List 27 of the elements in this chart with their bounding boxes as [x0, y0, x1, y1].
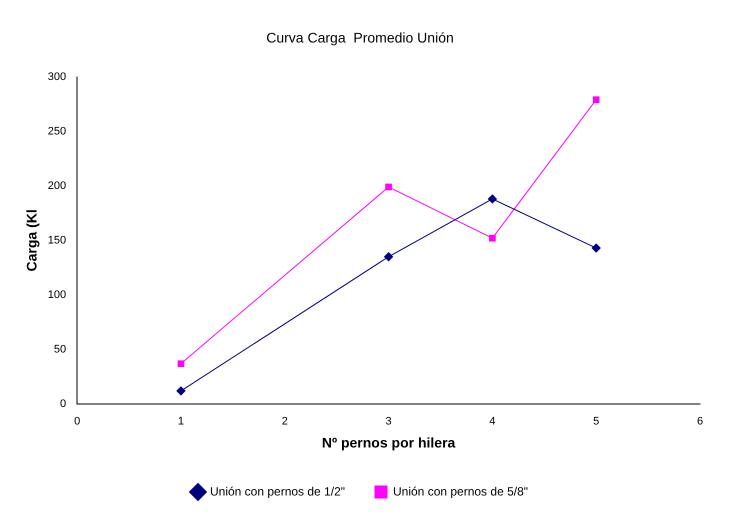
- x-tick-label: 1: [178, 416, 184, 428]
- x-axis-title: Nº pernos por hilera: [322, 434, 456, 450]
- y-tick-label: 50: [54, 344, 66, 356]
- y-tick-label: 200: [48, 180, 66, 192]
- x-tick-label: 2: [282, 416, 288, 428]
- y-tick-label: 300: [48, 70, 66, 83]
- point: [384, 252, 394, 262]
- y-tick-label: 250: [48, 125, 66, 138]
- point: [592, 96, 600, 104]
- x-tick-label: 5: [593, 416, 600, 428]
- chart-title: Curva Carga Promedio Unión: [266, 29, 454, 46]
- point: [385, 184, 392, 190]
- y-tick-label: 100: [48, 288, 66, 301]
- legend-label: Unión con pernos de 5/8": [393, 484, 528, 498]
- point: [489, 234, 496, 242]
- legend-label: Unión con pernos de 1/2": [210, 484, 346, 498]
- x-tick-label: 4: [489, 416, 496, 428]
- x-tick-label: 3: [386, 416, 392, 428]
- y-tick-label: 150: [48, 234, 66, 246]
- y-tick-label: 0: [60, 398, 66, 410]
- point: [178, 360, 184, 367]
- y-axis-title: Carga (Kl: [23, 209, 40, 272]
- point: [592, 244, 601, 253]
- point: [488, 194, 497, 204]
- x-tick-label: 0: [74, 416, 80, 428]
- point: [176, 386, 186, 396]
- x-tick-label: 6: [696, 416, 704, 428]
